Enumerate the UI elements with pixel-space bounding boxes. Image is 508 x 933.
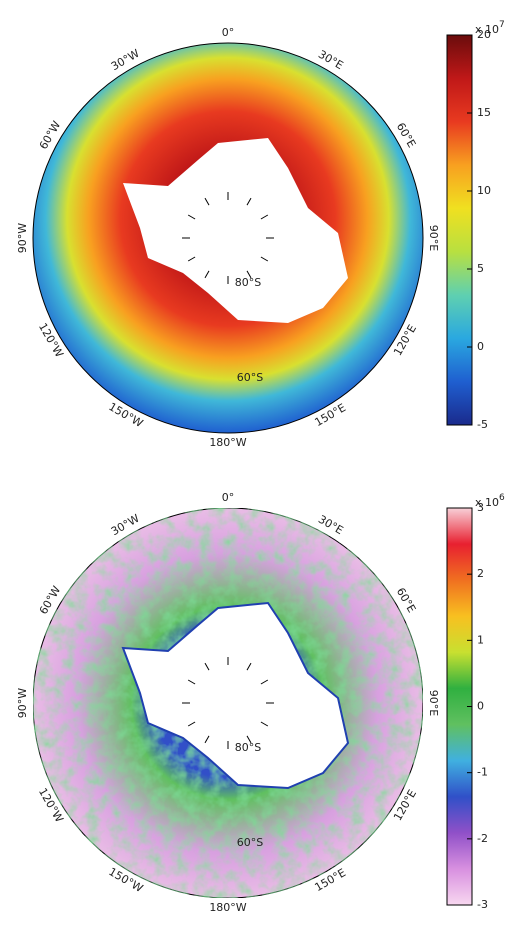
- colorbar-tick-label: 0: [477, 700, 484, 713]
- lat-label: 80°S: [235, 276, 261, 289]
- colorbar-tick-label: 2: [477, 567, 484, 580]
- colorbar-tick-label: -5: [477, 418, 488, 431]
- multiplier-text: x 10: [475, 23, 499, 36]
- colorbar-tick-label: 0: [477, 340, 484, 353]
- colorbar-tick-label: -2: [477, 832, 488, 845]
- lon-label: 180°W: [209, 901, 246, 914]
- exponent-text: 6: [499, 493, 505, 503]
- page: 0°30°E60°E90°E120°E150°E180°W150°W120°W9…: [0, 0, 508, 933]
- lat-label: 60°S: [237, 371, 263, 384]
- lon-label: 90°W: [16, 223, 29, 253]
- colorbar-tick-label: 5: [477, 262, 484, 275]
- lon-label: 0°: [222, 26, 235, 39]
- lat-label: 80°S: [235, 741, 261, 754]
- colorbar: [447, 35, 472, 425]
- colorbar-multiplier: x 107: [475, 20, 505, 37]
- colorbar-tick-label: 15: [477, 106, 491, 119]
- lon-label: 90°W: [16, 688, 29, 718]
- lon-label: 0°: [222, 491, 235, 504]
- colorbar-tick-label: 1: [477, 633, 484, 646]
- colorbar-tick-label: 10: [477, 184, 491, 197]
- colorbar-tick-label: -3: [477, 898, 488, 911]
- lat-label: 60°S: [237, 836, 263, 849]
- lon-label: 90°E: [427, 225, 440, 251]
- multiplier-text: x 10: [475, 496, 499, 509]
- exponent-text: 7: [499, 20, 505, 30]
- colorbar-tick-label: -1: [477, 766, 488, 779]
- colorbar-multiplier: x 106: [475, 493, 505, 510]
- lon-label: 180°W: [209, 436, 246, 449]
- lon-label: 90°E: [427, 690, 440, 716]
